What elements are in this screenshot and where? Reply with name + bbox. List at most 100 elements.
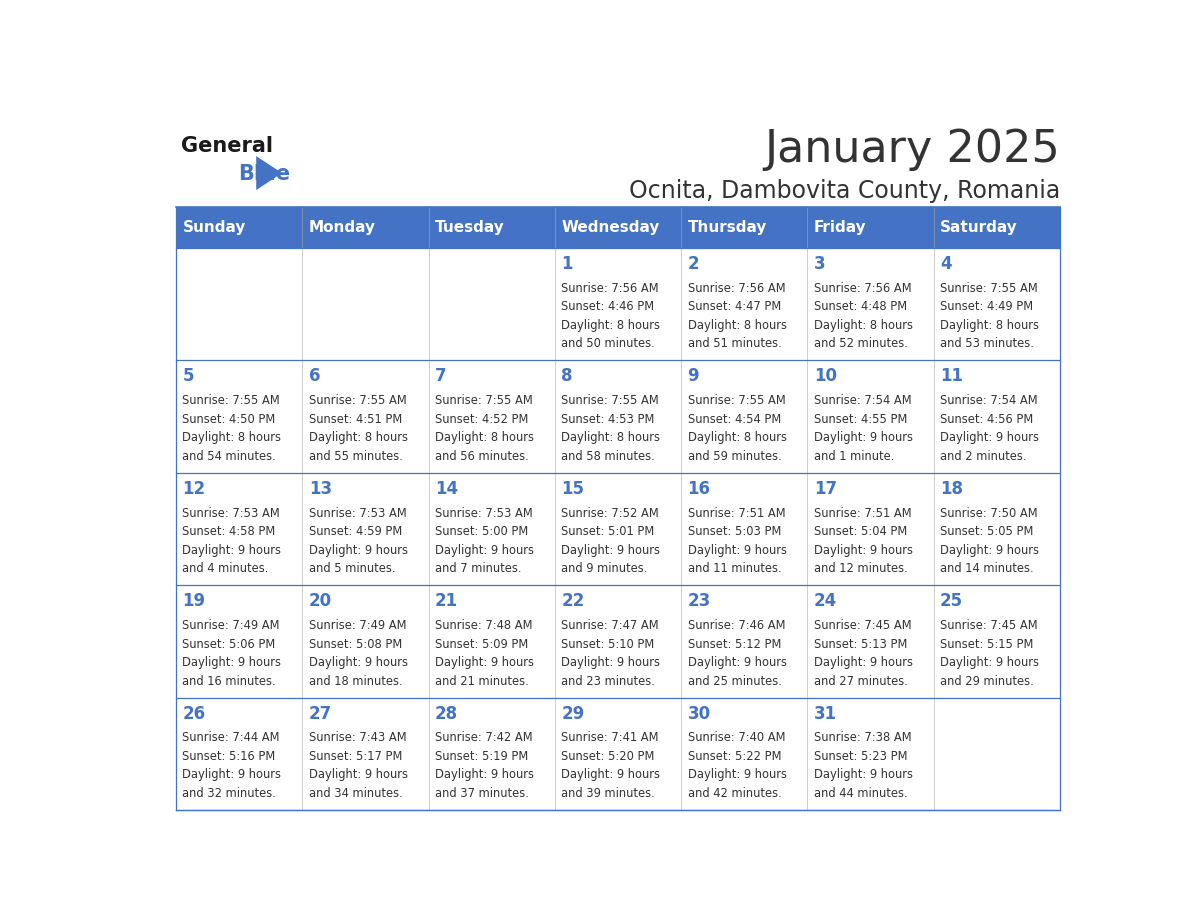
Text: Sunrise: 7:45 AM
Sunset: 5:13 PM
Daylight: 9 hours
and 27 minutes.: Sunrise: 7:45 AM Sunset: 5:13 PM Dayligh… [814,619,912,688]
Text: 28: 28 [435,705,459,722]
FancyBboxPatch shape [808,248,934,361]
FancyBboxPatch shape [681,248,808,361]
FancyBboxPatch shape [429,207,555,248]
FancyBboxPatch shape [303,361,429,473]
FancyBboxPatch shape [555,473,681,585]
Text: Sunday: Sunday [183,220,246,235]
Text: Sunrise: 7:55 AM
Sunset: 4:52 PM
Daylight: 8 hours
and 56 minutes.: Sunrise: 7:55 AM Sunset: 4:52 PM Dayligh… [435,395,533,463]
FancyBboxPatch shape [429,473,555,585]
FancyBboxPatch shape [429,698,555,810]
Text: Sunrise: 7:49 AM
Sunset: 5:06 PM
Daylight: 9 hours
and 16 minutes.: Sunrise: 7:49 AM Sunset: 5:06 PM Dayligh… [183,619,282,688]
Text: Sunrise: 7:50 AM
Sunset: 5:05 PM
Daylight: 9 hours
and 14 minutes.: Sunrise: 7:50 AM Sunset: 5:05 PM Dayligh… [940,507,1040,576]
Text: 17: 17 [814,480,836,498]
Text: 29: 29 [561,705,584,722]
FancyBboxPatch shape [681,473,808,585]
Text: 21: 21 [435,592,459,610]
FancyBboxPatch shape [303,698,429,810]
Text: Tuesday: Tuesday [435,220,505,235]
FancyBboxPatch shape [303,207,429,248]
Text: Monday: Monday [309,220,375,235]
FancyBboxPatch shape [303,473,429,585]
FancyBboxPatch shape [303,248,429,361]
FancyBboxPatch shape [681,207,808,248]
Text: Sunrise: 7:53 AM
Sunset: 4:59 PM
Daylight: 9 hours
and 5 minutes.: Sunrise: 7:53 AM Sunset: 4:59 PM Dayligh… [309,507,407,576]
FancyBboxPatch shape [681,585,808,698]
FancyBboxPatch shape [429,361,555,473]
Text: Friday: Friday [814,220,866,235]
FancyBboxPatch shape [555,207,681,248]
Text: 12: 12 [183,480,206,498]
FancyBboxPatch shape [555,361,681,473]
Text: Sunrise: 7:43 AM
Sunset: 5:17 PM
Daylight: 9 hours
and 34 minutes.: Sunrise: 7:43 AM Sunset: 5:17 PM Dayligh… [309,732,407,800]
Text: 19: 19 [183,592,206,610]
Text: Sunrise: 7:44 AM
Sunset: 5:16 PM
Daylight: 9 hours
and 32 minutes.: Sunrise: 7:44 AM Sunset: 5:16 PM Dayligh… [183,732,282,800]
Text: Wednesday: Wednesday [561,220,659,235]
Text: 10: 10 [814,367,836,386]
FancyBboxPatch shape [808,361,934,473]
Text: 7: 7 [435,367,447,386]
Text: General: General [181,136,273,156]
FancyBboxPatch shape [176,698,303,810]
Text: Sunrise: 7:52 AM
Sunset: 5:01 PM
Daylight: 9 hours
and 9 minutes.: Sunrise: 7:52 AM Sunset: 5:01 PM Dayligh… [561,507,661,576]
Text: 24: 24 [814,592,838,610]
Text: Blue: Blue [238,164,290,185]
Text: 8: 8 [561,367,573,386]
FancyBboxPatch shape [808,698,934,810]
Text: Sunrise: 7:53 AM
Sunset: 4:58 PM
Daylight: 9 hours
and 4 minutes.: Sunrise: 7:53 AM Sunset: 4:58 PM Dayligh… [183,507,282,576]
Text: Sunrise: 7:41 AM
Sunset: 5:20 PM
Daylight: 9 hours
and 39 minutes.: Sunrise: 7:41 AM Sunset: 5:20 PM Dayligh… [561,732,661,800]
Text: 13: 13 [309,480,331,498]
Text: Sunrise: 7:54 AM
Sunset: 4:56 PM
Daylight: 9 hours
and 2 minutes.: Sunrise: 7:54 AM Sunset: 4:56 PM Dayligh… [940,395,1040,463]
FancyBboxPatch shape [934,473,1060,585]
Text: Sunrise: 7:51 AM
Sunset: 5:04 PM
Daylight: 9 hours
and 12 minutes.: Sunrise: 7:51 AM Sunset: 5:04 PM Dayligh… [814,507,912,576]
FancyBboxPatch shape [934,585,1060,698]
Text: Sunrise: 7:47 AM
Sunset: 5:10 PM
Daylight: 9 hours
and 23 minutes.: Sunrise: 7:47 AM Sunset: 5:10 PM Dayligh… [561,619,661,688]
Text: 25: 25 [940,592,963,610]
Text: Ocnita, Dambovita County, Romania: Ocnita, Dambovita County, Romania [628,179,1060,204]
Text: Sunrise: 7:55 AM
Sunset: 4:53 PM
Daylight: 8 hours
and 58 minutes.: Sunrise: 7:55 AM Sunset: 4:53 PM Dayligh… [561,395,661,463]
FancyBboxPatch shape [934,361,1060,473]
Text: Sunrise: 7:49 AM
Sunset: 5:08 PM
Daylight: 9 hours
and 18 minutes.: Sunrise: 7:49 AM Sunset: 5:08 PM Dayligh… [309,619,407,688]
FancyBboxPatch shape [681,698,808,810]
FancyBboxPatch shape [555,698,681,810]
FancyBboxPatch shape [808,473,934,585]
FancyBboxPatch shape [176,248,303,361]
FancyBboxPatch shape [176,585,303,698]
Text: Sunrise: 7:51 AM
Sunset: 5:03 PM
Daylight: 9 hours
and 11 minutes.: Sunrise: 7:51 AM Sunset: 5:03 PM Dayligh… [688,507,786,576]
Text: Sunrise: 7:53 AM
Sunset: 5:00 PM
Daylight: 9 hours
and 7 minutes.: Sunrise: 7:53 AM Sunset: 5:00 PM Dayligh… [435,507,533,576]
Text: 6: 6 [309,367,321,386]
FancyBboxPatch shape [429,585,555,698]
FancyBboxPatch shape [555,248,681,361]
Text: Sunrise: 7:56 AM
Sunset: 4:47 PM
Daylight: 8 hours
and 51 minutes.: Sunrise: 7:56 AM Sunset: 4:47 PM Dayligh… [688,282,786,351]
Text: Sunrise: 7:38 AM
Sunset: 5:23 PM
Daylight: 9 hours
and 44 minutes.: Sunrise: 7:38 AM Sunset: 5:23 PM Dayligh… [814,732,912,800]
Text: 20: 20 [309,592,331,610]
FancyBboxPatch shape [555,585,681,698]
Text: 23: 23 [688,592,710,610]
Text: 14: 14 [435,480,459,498]
FancyBboxPatch shape [429,248,555,361]
Text: 9: 9 [688,367,699,386]
Text: 5: 5 [183,367,194,386]
Text: 22: 22 [561,592,584,610]
Text: Sunrise: 7:56 AM
Sunset: 4:46 PM
Daylight: 8 hours
and 50 minutes.: Sunrise: 7:56 AM Sunset: 4:46 PM Dayligh… [561,282,661,351]
Polygon shape [257,156,282,190]
FancyBboxPatch shape [176,207,303,248]
Text: Sunrise: 7:40 AM
Sunset: 5:22 PM
Daylight: 9 hours
and 42 minutes.: Sunrise: 7:40 AM Sunset: 5:22 PM Dayligh… [688,732,786,800]
Text: Thursday: Thursday [688,220,767,235]
Text: Sunrise: 7:56 AM
Sunset: 4:48 PM
Daylight: 8 hours
and 52 minutes.: Sunrise: 7:56 AM Sunset: 4:48 PM Dayligh… [814,282,912,351]
Text: Sunrise: 7:46 AM
Sunset: 5:12 PM
Daylight: 9 hours
and 25 minutes.: Sunrise: 7:46 AM Sunset: 5:12 PM Dayligh… [688,619,786,688]
Text: January 2025: January 2025 [764,128,1060,171]
Text: 4: 4 [940,255,952,273]
Text: 30: 30 [688,705,710,722]
Text: Sunrise: 7:55 AM
Sunset: 4:54 PM
Daylight: 8 hours
and 59 minutes.: Sunrise: 7:55 AM Sunset: 4:54 PM Dayligh… [688,395,786,463]
Text: Sunrise: 7:55 AM
Sunset: 4:50 PM
Daylight: 8 hours
and 54 minutes.: Sunrise: 7:55 AM Sunset: 4:50 PM Dayligh… [183,395,282,463]
Text: 15: 15 [561,480,584,498]
Text: 31: 31 [814,705,836,722]
Text: 2: 2 [688,255,699,273]
FancyBboxPatch shape [808,585,934,698]
Text: 11: 11 [940,367,963,386]
Text: 1: 1 [561,255,573,273]
FancyBboxPatch shape [934,698,1060,810]
Text: 3: 3 [814,255,826,273]
FancyBboxPatch shape [934,248,1060,361]
Text: 27: 27 [309,705,331,722]
